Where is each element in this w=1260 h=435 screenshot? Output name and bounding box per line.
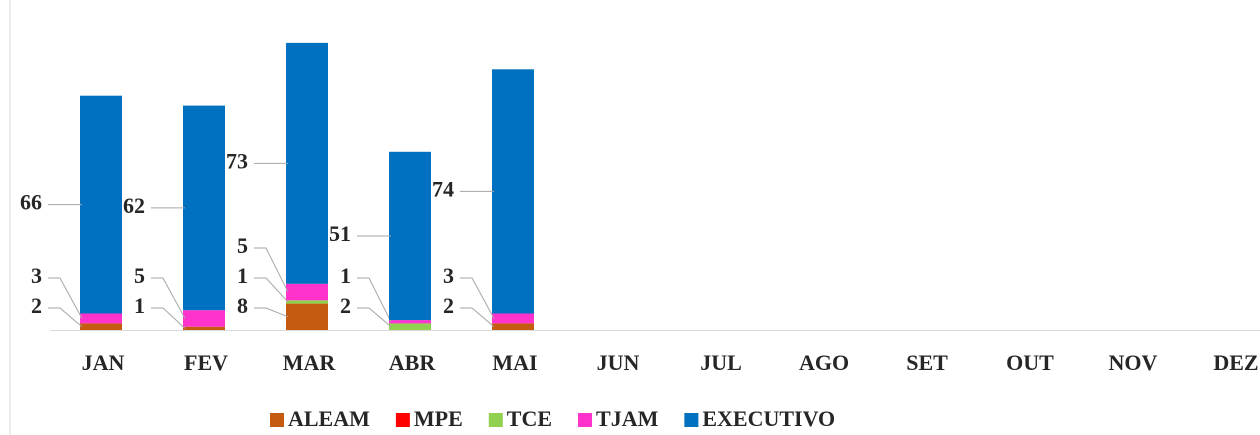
leader-line bbox=[254, 277, 289, 303]
legend-swatch bbox=[488, 413, 503, 427]
data-label: 51 bbox=[329, 221, 351, 246]
data-label: 2 bbox=[443, 293, 454, 318]
legend-label: MPE bbox=[414, 406, 463, 431]
bar-segment bbox=[492, 323, 534, 330]
leader-line bbox=[48, 307, 83, 328]
bar-segment bbox=[492, 69, 534, 314]
x-tick-label: OUT bbox=[1006, 350, 1054, 375]
bar-segment bbox=[286, 303, 328, 330]
x-tick-label: FEV bbox=[184, 350, 228, 375]
bar-segment bbox=[389, 320, 431, 324]
bar-segment bbox=[286, 42, 328, 284]
data-label: 1 bbox=[237, 263, 248, 288]
data-label: 3 bbox=[31, 263, 42, 288]
x-tick-label: ABR bbox=[389, 350, 437, 375]
x-tick-label: SET bbox=[906, 350, 948, 375]
bar-segment bbox=[389, 323, 431, 330]
data-label: 73 bbox=[226, 148, 248, 173]
bar-segment bbox=[492, 313, 534, 324]
legend-swatch bbox=[395, 413, 410, 427]
leader-line bbox=[254, 247, 289, 293]
bar-segment bbox=[183, 310, 225, 327]
data-label: 2 bbox=[340, 293, 351, 318]
bar-segment bbox=[80, 95, 122, 314]
data-label: 62 bbox=[123, 193, 145, 218]
data-label: 2 bbox=[31, 293, 42, 318]
leader-line bbox=[460, 277, 495, 319]
legend-swatch bbox=[270, 413, 284, 427]
legend-swatch bbox=[684, 413, 699, 427]
legend-swatch bbox=[578, 413, 593, 427]
x-tick-label: DEZ bbox=[1213, 350, 1258, 375]
bar-segment bbox=[80, 323, 122, 330]
legend-label: TJAM bbox=[596, 406, 659, 431]
leader-line bbox=[460, 307, 495, 328]
leader-line bbox=[48, 277, 83, 319]
data-label: 1 bbox=[340, 263, 351, 288]
leader-line bbox=[254, 307, 289, 318]
bar-segment bbox=[80, 313, 122, 324]
data-label: 1 bbox=[134, 293, 145, 318]
leader-line bbox=[357, 277, 392, 322]
bar-segment bbox=[183, 326, 225, 330]
bar-segment bbox=[286, 283, 328, 301]
bar-segment bbox=[389, 151, 431, 321]
data-label: 5 bbox=[134, 263, 145, 288]
x-tick-label: JUN bbox=[597, 350, 640, 375]
data-label: 74 bbox=[432, 176, 454, 201]
x-tick-label: NOV bbox=[1109, 350, 1158, 375]
data-label: 66 bbox=[20, 190, 42, 215]
legend-label: TCE bbox=[507, 406, 552, 431]
x-tick-label: JAN bbox=[82, 350, 125, 375]
data-label: 8 bbox=[237, 293, 248, 318]
x-tick-label: AGO bbox=[799, 350, 849, 375]
legend-label: EXECUTIVO bbox=[702, 406, 835, 431]
x-tick-label: MAI bbox=[492, 350, 537, 375]
leader-line bbox=[357, 307, 392, 328]
x-tick-label: JUL bbox=[700, 350, 742, 375]
bar-segment bbox=[286, 300, 328, 304]
bar-segment bbox=[183, 105, 225, 311]
leader-line bbox=[151, 277, 186, 319]
x-tick-label: MAR bbox=[283, 350, 337, 375]
data-label: 5 bbox=[237, 233, 248, 258]
data-label: 3 bbox=[443, 263, 454, 288]
leader-line bbox=[151, 307, 186, 329]
legend-label: ALEAM bbox=[288, 406, 370, 431]
